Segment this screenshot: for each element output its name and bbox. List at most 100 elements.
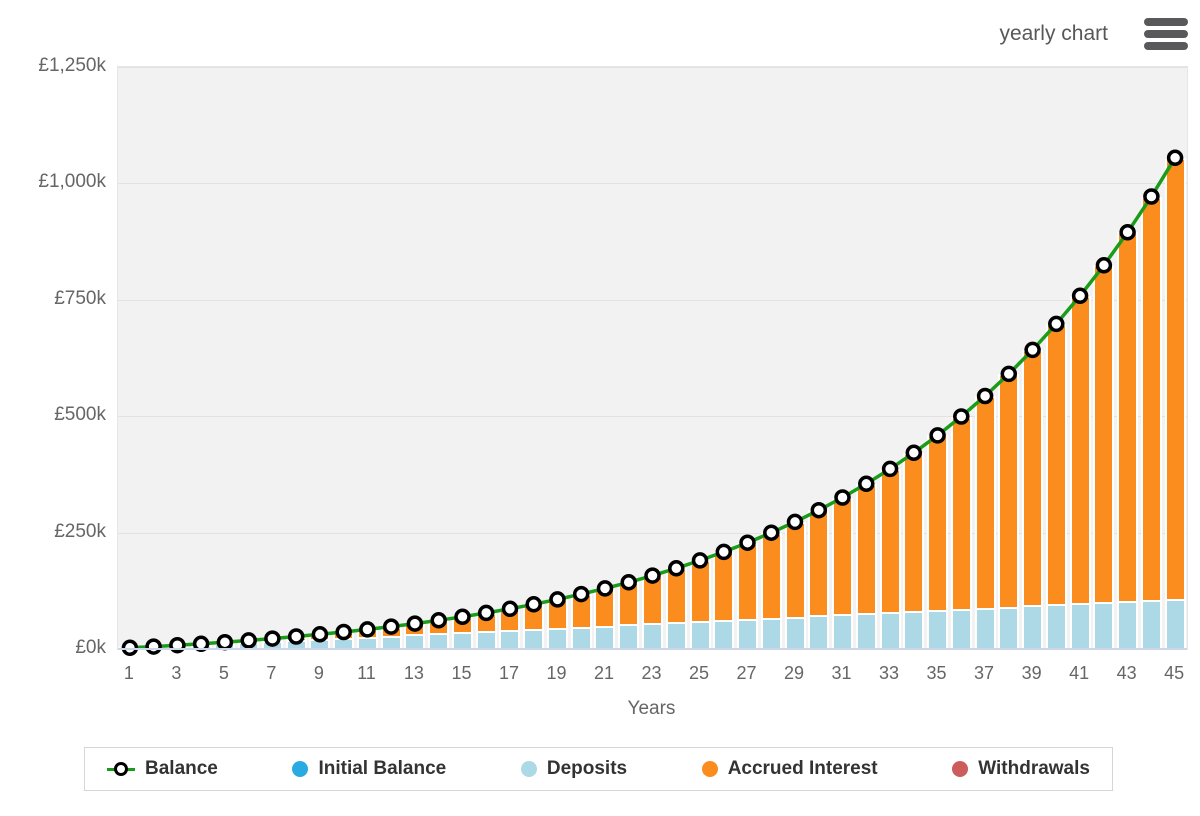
bar-segment-deposits[interactable] (689, 621, 711, 649)
bar-segment-deposits[interactable] (642, 623, 663, 649)
bar-segment-deposits[interactable] (832, 614, 854, 649)
balance-marker[interactable] (145, 638, 162, 655)
bar-segment-deposits[interactable] (974, 607, 996, 649)
bar-segment-deposits[interactable] (356, 636, 378, 649)
bar-segment-deposits[interactable] (618, 624, 640, 649)
x-tick-label: 11 (357, 663, 376, 683)
balance-marker[interactable] (1166, 149, 1184, 167)
balance-marker[interactable] (763, 524, 780, 541)
bar-segment-deposits[interactable] (1069, 603, 1091, 649)
bar-segment-deposits[interactable] (903, 611, 925, 649)
balance-marker[interactable] (1119, 224, 1136, 241)
balance-marker[interactable] (1143, 188, 1160, 205)
bar-segment-deposits[interactable] (1164, 598, 1186, 649)
balance-marker[interactable] (454, 608, 471, 626)
balance-marker[interactable] (1048, 315, 1065, 333)
bar-segment-deposits[interactable] (404, 634, 426, 649)
x-tick-label: 37 (974, 663, 995, 683)
balance-line-marker-icon (107, 761, 135, 777)
x-tick-label: 45 (1164, 663, 1185, 683)
gridline (118, 67, 1187, 68)
balance-marker[interactable] (121, 639, 139, 657)
bar-segment-deposits[interactable] (499, 630, 521, 649)
legend-item-withdrawals[interactable]: Withdrawals (952, 758, 1090, 780)
balance-marker[interactable] (644, 567, 661, 584)
bar-segment-deposits[interactable] (808, 615, 830, 649)
x-tick-label: 43 (1116, 663, 1137, 683)
bar-segment-deposits[interactable] (1022, 605, 1044, 649)
balance-marker[interactable] (311, 626, 329, 643)
bar-segment-deposits[interactable] (927, 609, 949, 649)
balance-marker[interactable] (976, 387, 994, 405)
bar-segment-deposits[interactable] (737, 618, 759, 649)
balance-marker[interactable] (572, 585, 590, 603)
x-tick-label: 7 (266, 663, 277, 683)
bar-segment-deposits[interactable] (665, 622, 687, 649)
bar-segment-deposits[interactable] (594, 625, 616, 649)
x-tick-label: 9 (313, 663, 324, 683)
balance-marker[interactable] (359, 621, 376, 638)
legend-item-deposits[interactable]: Deposits (520, 758, 627, 780)
bar-segment-deposits[interactable] (1093, 602, 1115, 649)
balance-marker[interactable] (525, 596, 542, 613)
balance-marker[interactable] (264, 630, 281, 647)
balance-marker[interactable] (549, 591, 566, 608)
bar-segment-deposits[interactable] (1140, 599, 1162, 649)
bar-segment-deposits[interactable] (998, 606, 1020, 649)
balance-marker[interactable] (1095, 257, 1113, 274)
balance-marker[interactable] (240, 632, 257, 649)
x-tick-label: 21 (593, 663, 614, 683)
bar-segment-deposits[interactable] (570, 626, 592, 649)
gridline (118, 183, 1187, 185)
balance-marker[interactable] (834, 489, 851, 506)
bar-segment-deposits[interactable] (428, 633, 450, 649)
bar-segment-deposits[interactable] (784, 616, 806, 649)
balance-marker[interactable] (786, 513, 804, 531)
balance-marker[interactable] (668, 560, 685, 577)
bar-segment-deposits[interactable] (1045, 604, 1067, 649)
balance-marker[interactable] (287, 628, 305, 645)
balance-marker[interactable] (430, 612, 447, 629)
legend-circle-icon (292, 761, 309, 777)
bar-segment-deposits[interactable] (523, 628, 545, 649)
bar-segment-deposits[interactable] (760, 617, 782, 649)
balance-marker[interactable] (929, 427, 946, 444)
bar-segment-deposits[interactable] (879, 612, 901, 649)
bar-segment-deposits[interactable] (380, 635, 402, 649)
gridline (118, 416, 1187, 418)
bar-segment-deposits[interactable] (451, 632, 473, 649)
balance-marker[interactable] (382, 618, 400, 635)
balance-marker[interactable] (691, 552, 709, 569)
bar-segment-deposits[interactable] (855, 613, 877, 649)
balance-marker[interactable] (477, 604, 495, 622)
balance-marker[interactable] (1071, 287, 1089, 305)
balance-marker[interactable] (216, 633, 234, 651)
balance-marker[interactable] (620, 574, 637, 591)
balance-marker[interactable] (192, 635, 210, 653)
balance-marker[interactable] (858, 475, 875, 493)
balance-marker[interactable] (335, 623, 352, 641)
bar-segment-deposits[interactable] (950, 608, 972, 649)
balance-marker[interactable] (905, 444, 923, 462)
legend-item-initial-balance[interactable]: Initial Balance (292, 758, 446, 780)
legend-item-balance[interactable]: Balance (107, 758, 218, 780)
x-tick-label: 35 (926, 663, 947, 683)
bar-segment-deposits[interactable] (475, 631, 497, 649)
y-tick-label: £1,000k (38, 171, 106, 193)
balance-marker[interactable] (596, 580, 614, 597)
balance-marker[interactable] (406, 615, 424, 632)
legend-item-accrued-interest[interactable]: Accrued Interest (701, 758, 878, 780)
bar-segment-deposits[interactable] (546, 627, 568, 649)
balance-marker[interactable] (715, 543, 733, 561)
balance-marker[interactable] (739, 534, 756, 551)
balance-marker[interactable] (810, 501, 828, 519)
balance-marker[interactable] (1000, 365, 1018, 383)
balance-marker[interactable] (953, 408, 970, 425)
bar-segment-deposits[interactable] (1117, 600, 1139, 649)
bar-segment-deposits[interactable] (713, 619, 735, 649)
balance-marker[interactable] (1024, 341, 1041, 359)
y-tick-label: £500k (54, 404, 106, 426)
balance-marker[interactable] (501, 600, 519, 618)
balance-marker[interactable] (881, 460, 899, 478)
hamburger-icon[interactable] (1144, 18, 1188, 50)
